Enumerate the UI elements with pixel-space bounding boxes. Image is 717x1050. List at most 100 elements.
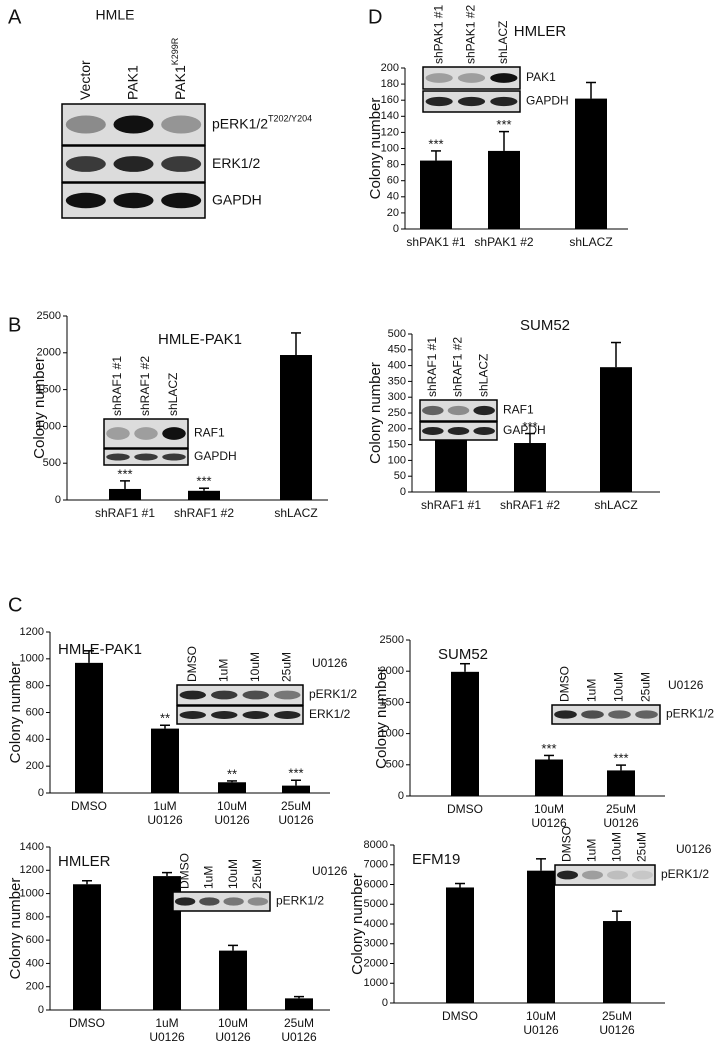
lane-label: shPAK1 #1	[431, 5, 445, 64]
x-tick-label: shRAF1 #1	[420, 498, 482, 512]
lane-label: 10uM	[612, 672, 626, 702]
lane-label: PAK1K299R	[171, 37, 188, 100]
y-tick-label: 0	[38, 787, 44, 799]
x-tick-label: 10uM U0126	[523, 1009, 559, 1037]
lane-label: shLACZ	[166, 373, 180, 416]
band-label: RAF1	[194, 426, 225, 440]
x-tick-label-box: DMSO	[442, 1009, 478, 1023]
y-tick-label: 7000	[364, 859, 388, 871]
y-tick-label: 800	[26, 680, 44, 692]
lane-label: DMSO	[560, 826, 574, 862]
x-tick-label-box: shRAF1 #1	[95, 506, 155, 520]
panel-label: D	[368, 6, 382, 28]
blot-band	[557, 870, 578, 880]
blot-band	[608, 710, 631, 719]
y-tick-label: 300	[388, 391, 406, 403]
y-tick-label: 140	[381, 110, 399, 122]
blot-band	[211, 711, 238, 719]
lane-label: PAK1	[124, 65, 140, 100]
band-label: pERK1/2	[666, 707, 714, 721]
y-tick-label: 350	[388, 375, 406, 387]
lane-label-sup: K299R	[171, 37, 181, 65]
blot-band	[161, 192, 202, 209]
bar	[420, 160, 452, 229]
blot-band	[425, 96, 453, 107]
y-tick-label: 1000	[364, 977, 388, 989]
blot-band	[447, 405, 470, 416]
x-tick-label: 10uM U0126	[214, 799, 250, 827]
chart-title: HMLER	[514, 23, 567, 40]
y-tick-label: 0	[38, 1004, 44, 1016]
lane-label: 1uM	[585, 679, 599, 702]
x-tick-label-box: 10uM U0126	[214, 799, 250, 827]
y-tick-label: 400	[26, 733, 44, 745]
y-tick-label: 1400	[20, 841, 44, 853]
blot-band	[134, 453, 158, 461]
band-label-text: GAPDH	[212, 191, 262, 207]
y-tick-label: 100	[381, 142, 399, 154]
y-tick-label: 4000	[364, 918, 388, 930]
lane-label: shRAF1 #2	[138, 356, 152, 416]
blot-box	[172, 891, 271, 912]
blot-band	[65, 156, 106, 172]
blot-box	[422, 66, 521, 90]
y-tick-label: 1000	[37, 420, 61, 432]
x-tick-label: shPAK1 #1	[406, 235, 466, 249]
treatment-label: U0126	[668, 678, 704, 692]
x-tick-label-box: 25uM U0126	[599, 1009, 634, 1037]
panel-label: B	[8, 314, 21, 336]
x-tick-label: 1uM U0126	[147, 799, 183, 827]
x-tick-label-box: shRAF1 #2	[174, 506, 234, 520]
bar	[535, 759, 563, 796]
blot-band	[65, 115, 106, 134]
chart-title: EFM19	[412, 851, 460, 868]
bar	[600, 367, 632, 492]
bar	[218, 782, 246, 793]
lane-label-text: PAK1	[124, 65, 140, 100]
chart-title: HMLE-PAK1	[58, 641, 142, 658]
blot-band	[113, 115, 154, 134]
blot-band	[425, 73, 453, 83]
chart-title: HMLE-PAK1	[158, 331, 242, 348]
significance-label: **	[160, 711, 170, 726]
y-tick-label: 150	[388, 439, 406, 451]
blot-band	[106, 453, 130, 461]
bar	[575, 98, 607, 229]
y-tick-label: 1000	[380, 728, 404, 740]
x-tick-label-box: shLACZ	[594, 498, 637, 512]
blot-box	[176, 684, 304, 706]
blot-band	[447, 427, 470, 435]
panel-label: A	[8, 6, 22, 28]
y-axis-label: Colony number	[31, 357, 48, 459]
blot-band	[473, 427, 495, 435]
y-tick-label: 0	[398, 790, 404, 802]
y-tick-label: 1500	[380, 696, 404, 708]
y-tick-label: 120	[381, 126, 399, 138]
band-label: pERK1/2	[309, 687, 357, 701]
x-tick-label: shPAK1 #2	[474, 235, 534, 249]
blot-band	[581, 710, 604, 719]
blot-band	[199, 897, 220, 906]
x-tick-label: DMSO	[447, 802, 483, 816]
y-tick-label: 2500	[37, 310, 61, 322]
x-tick-label: 25uM U0126	[278, 799, 314, 827]
y-tick-label: 400	[26, 957, 44, 969]
lane-label: shRAF1 #1	[110, 356, 124, 416]
x-tick-label-box: 25uM U0126	[278, 799, 314, 827]
significance-label: ***	[613, 751, 628, 766]
y-tick-label: 450	[388, 344, 406, 356]
x-tick-label-box: DMSO	[447, 802, 483, 816]
significance-label: ***	[117, 466, 132, 481]
band-label: pERK1/2	[661, 867, 709, 881]
blot-band	[223, 897, 244, 906]
band-label-text: ERK1/2	[212, 155, 260, 171]
bar	[603, 921, 631, 1003]
y-axis-label: Colony number	[7, 662, 24, 764]
x-tick-label: 25uM U0126	[281, 1016, 317, 1044]
y-tick-label: 80	[387, 159, 399, 171]
blot-band	[134, 427, 158, 440]
y-tick-label: 2000	[37, 347, 61, 359]
y-tick-label: 500	[386, 759, 404, 771]
blot-box	[554, 864, 656, 886]
lane-label: shPAK1 #2	[464, 5, 478, 64]
